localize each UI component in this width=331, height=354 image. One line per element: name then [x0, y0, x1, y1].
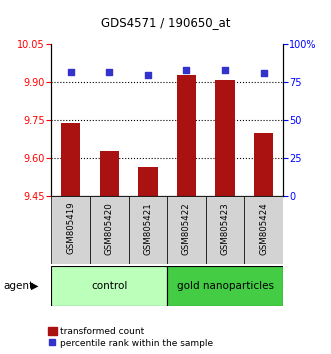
Text: GSM805419: GSM805419	[66, 202, 75, 255]
Bar	[206, 196, 244, 264]
Bar	[215, 80, 235, 196]
Point	[68, 69, 73, 74]
Bar	[244, 196, 283, 264]
Text: gold nanoparticles: gold nanoparticles	[176, 281, 274, 291]
Text: control: control	[91, 281, 127, 291]
Bar	[177, 75, 196, 196]
Point	[184, 67, 189, 73]
Bar	[51, 266, 167, 306]
Text: GSM805422: GSM805422	[182, 202, 191, 255]
Bar	[100, 151, 119, 196]
Point	[222, 67, 228, 73]
Text: GSM805420: GSM805420	[105, 202, 114, 255]
Bar	[167, 196, 206, 264]
Bar	[254, 133, 273, 196]
Bar	[90, 196, 128, 264]
Text: GSM805423: GSM805423	[220, 202, 230, 255]
Bar	[138, 167, 158, 196]
Bar	[61, 123, 80, 196]
Text: GSM805421: GSM805421	[143, 202, 152, 255]
Text: GDS4571 / 190650_at: GDS4571 / 190650_at	[101, 17, 230, 29]
Legend: transformed count, percentile rank within the sample: transformed count, percentile rank withi…	[48, 327, 213, 348]
Text: GSM805424: GSM805424	[259, 202, 268, 255]
Bar	[167, 266, 283, 306]
Point	[261, 70, 266, 76]
Bar	[128, 196, 167, 264]
Point	[107, 69, 112, 74]
Point	[145, 72, 151, 78]
Text: agent: agent	[3, 281, 33, 291]
Bar	[51, 196, 90, 264]
Text: ▶: ▶	[31, 281, 38, 291]
